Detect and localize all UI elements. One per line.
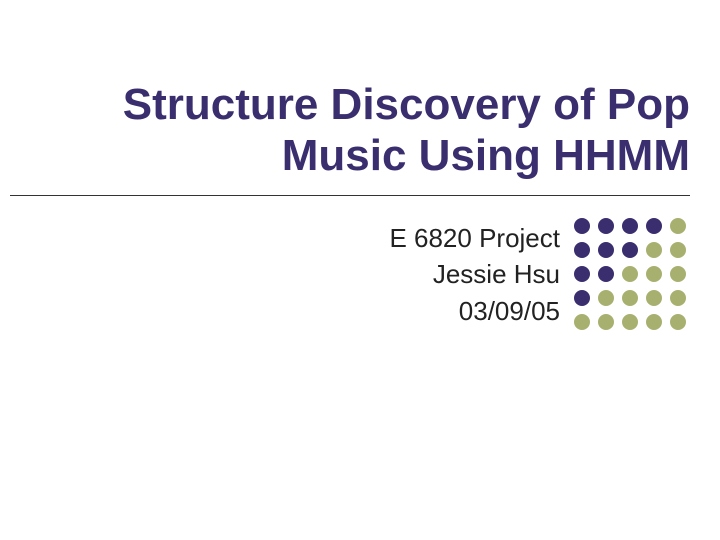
dot-icon xyxy=(574,266,590,282)
dot-icon xyxy=(670,218,686,234)
dot-icon xyxy=(598,218,614,234)
dot-icon xyxy=(646,290,662,306)
dot-icon xyxy=(598,266,614,282)
title-line-1: Structure Discovery of Pop xyxy=(20,80,690,131)
dot-icon xyxy=(622,290,638,306)
dot-icon xyxy=(646,218,662,234)
dot-icon xyxy=(670,266,686,282)
dot-icon xyxy=(670,314,686,330)
dot-icon xyxy=(574,314,590,330)
dot-icon xyxy=(598,242,614,258)
dot-icon xyxy=(574,290,590,306)
dot-icon xyxy=(598,290,614,306)
dot-icon xyxy=(646,314,662,330)
dot-icon xyxy=(598,314,614,330)
subtitle-line-2: Jessie Hsu xyxy=(389,256,560,292)
dot-icon xyxy=(646,266,662,282)
dot-icon xyxy=(646,242,662,258)
dot-grid xyxy=(574,218,690,334)
divider xyxy=(10,195,690,196)
subtitle-line-1: E 6820 Project xyxy=(389,220,560,256)
subtitle-block: E 6820 Project Jessie Hsu 03/09/05 xyxy=(389,220,560,329)
dot-icon xyxy=(670,290,686,306)
subtitle-line-3: 03/09/05 xyxy=(389,293,560,329)
title-block: Structure Discovery of Pop Music Using H… xyxy=(20,80,690,181)
dot-icon xyxy=(622,218,638,234)
dot-icon xyxy=(622,242,638,258)
dot-icon xyxy=(670,242,686,258)
dot-icon xyxy=(574,242,590,258)
dot-icon xyxy=(622,314,638,330)
dot-icon xyxy=(622,266,638,282)
title-line-2: Music Using HHMM xyxy=(20,131,690,182)
dot-icon xyxy=(574,218,590,234)
